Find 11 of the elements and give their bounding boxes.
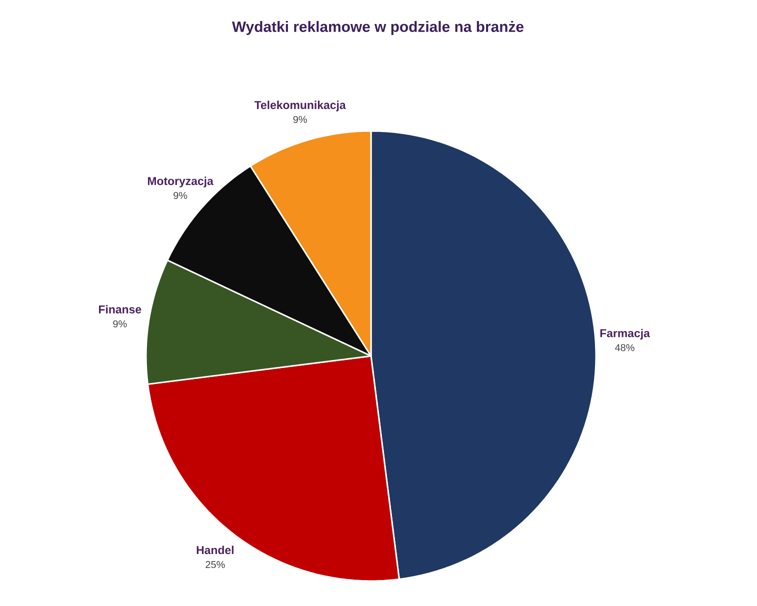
data-label: 9%: [293, 116, 307, 124]
slice-label: Telekomunikacja: [254, 100, 346, 112]
slice-label: Finanse: [99, 305, 142, 314]
data-label: 48%: [615, 344, 634, 352]
data-label: 9%: [174, 192, 188, 200]
data-label: 25%: [206, 561, 225, 568]
slice-label: Motoryzacja: [148, 176, 214, 188]
chart-title: Wydatki reklamowe w podziale na branże: [232, 21, 524, 35]
data-label: 9%: [113, 320, 127, 328]
slice-label: Farmacja: [600, 328, 650, 340]
slice-label: Handel: [196, 546, 234, 554]
